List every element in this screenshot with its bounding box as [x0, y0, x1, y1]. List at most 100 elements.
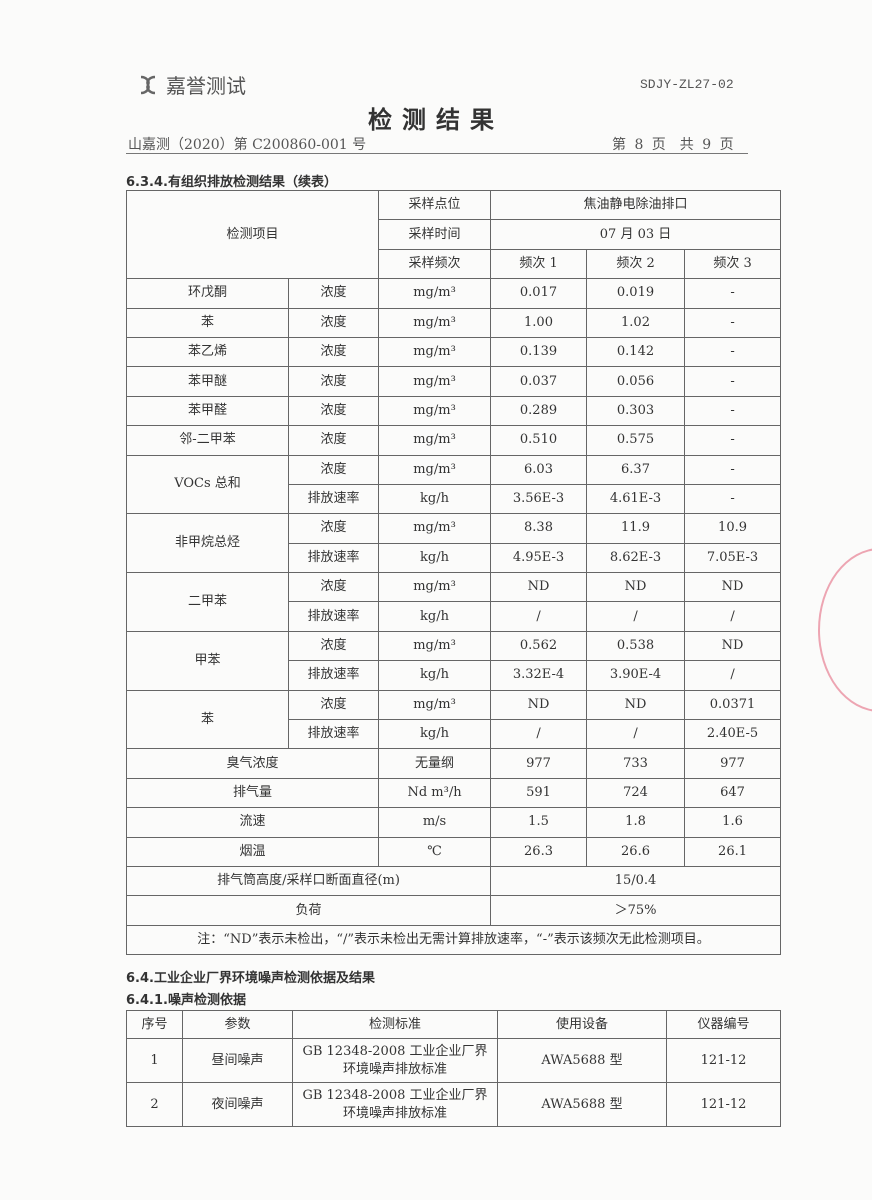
- sampling-point: 焦油静电除油排口: [490, 189, 782, 221]
- value-cell: 11.9: [586, 513, 686, 544]
- unit: mg/m³: [378, 689, 492, 721]
- value-cell: 0.019: [586, 278, 686, 309]
- value-cell: 733: [586, 748, 686, 779]
- freq-1: 频次 1: [490, 248, 588, 280]
- value-cell: -: [684, 454, 782, 485]
- unit: ℃: [378, 836, 492, 867]
- value-cell: 0.142: [586, 336, 686, 368]
- item-name: 臭气浓度: [125, 748, 380, 779]
- table-row: VOCs 总和 浓度 mg/m³ 6.03 6.37-: [126, 454, 782, 515]
- parameter: 浓度: [287, 689, 380, 721]
- table-row: 非甲烷总烃 浓度 mg/m³ 8.38 11.9 10.9: [126, 513, 782, 574]
- unit: kg/h: [378, 719, 492, 750]
- unit: kg/h: [378, 660, 492, 691]
- value-cell: 2.40E-5: [684, 719, 782, 750]
- table-row: 二甲苯 浓度 mg/m³ ND ND ND: [126, 572, 782, 632]
- value-cell: -: [684, 307, 782, 338]
- value-cell: ND: [490, 689, 588, 721]
- report-number: 山嘉测（2020）第 C200860-001 号: [128, 137, 367, 153]
- value-cell: 6.37: [586, 454, 686, 485]
- emission-results-table: 检测项目 采样点位 焦油静电除油排口 采样时间 07 月 03 日 采样频次 频…: [125, 189, 782, 956]
- page-number: 第 8 页 共 9 页: [612, 137, 734, 153]
- value-cell: 4.61E-3: [586, 483, 686, 515]
- value-cell: 8.38: [490, 513, 588, 544]
- column-header: 参数: [182, 1010, 293, 1039]
- value-cell: ND: [490, 572, 588, 603]
- value-cell: 3.56E-3: [490, 483, 588, 515]
- item-name: 二甲苯: [126, 572, 289, 632]
- freq-2: 频次 2: [586, 248, 686, 280]
- value-cell: 6.03: [490, 454, 588, 485]
- value-cell: 1.00: [490, 307, 588, 338]
- unit: mg/m³: [378, 307, 492, 338]
- parameter: 浓度: [287, 513, 380, 544]
- table-row: 环戊酮 浓度 mg/m³ 0.017 0.019-: [126, 278, 782, 309]
- value-cell: 1.6: [684, 807, 782, 838]
- header-rule: [126, 153, 748, 154]
- table-cell: GB 12348-2008 工业企业厂界环境噪声排放标准: [292, 1038, 498, 1083]
- parameter: 浓度: [287, 395, 380, 427]
- unit: mg/m³: [378, 395, 492, 427]
- value-cell: /: [586, 719, 686, 750]
- unit: mg/m³: [378, 278, 492, 309]
- table-note: 注：“ND”表示未检出，“/”表示未检出无需计算排放速率，“-”表示该频次无此检…: [125, 924, 782, 956]
- value-cell: ND: [586, 689, 686, 721]
- section-heading: 6.4.工业企业厂界环境噪声检测依据及结果: [126, 971, 375, 986]
- item-name: 环戊酮: [126, 278, 289, 309]
- section-heading: 6.3.4.有组织排放检测结果（续表）: [126, 175, 337, 190]
- value-cell: ND: [586, 572, 686, 603]
- table-cell: 昼间噪声: [182, 1038, 293, 1083]
- value-cell: -: [684, 336, 782, 368]
- table-row: 烟温 ℃ 26.3 26.6 26.1: [125, 836, 782, 867]
- table-row: 苯乙烯 浓度 mg/m³ 0.139 0.142-: [126, 336, 782, 368]
- table-row: 排放速率 kg/h 4.95E-3 8.62E-3 7.05E-3: [127, 542, 782, 574]
- value-cell: 8.62E-3: [586, 542, 686, 574]
- value-cell: -: [684, 395, 782, 427]
- table-row: 苯甲醛 浓度 mg/m³ 0.289 0.303-: [126, 395, 782, 427]
- table-cell: 2: [126, 1082, 183, 1127]
- value-cell: 0.575: [586, 425, 686, 456]
- value-cell: ND: [684, 572, 782, 603]
- unit: kg/h: [378, 601, 492, 632]
- item-name: 苯: [126, 307, 289, 338]
- value-cell: /: [684, 601, 782, 632]
- parameter: 排放速率: [287, 601, 380, 632]
- note-row: 注：“ND”表示未检出，“/”表示未检出无需计算排放速率，“-”表示该频次无此检…: [125, 924, 782, 956]
- column-header: 检测标准: [292, 1010, 498, 1039]
- unit: mg/m³: [378, 366, 492, 397]
- item-header: 检测项目: [125, 189, 380, 280]
- table-row: 甲苯 浓度 mg/m³ 0.562 0.538 ND: [126, 630, 782, 691]
- column-header: 仪器编号: [666, 1010, 781, 1039]
- value-cell: 0.562: [490, 630, 588, 662]
- unit: mg/m³: [378, 425, 492, 456]
- value-cell: 10.9: [684, 513, 782, 544]
- unit: Nd m³/h: [378, 777, 492, 809]
- value-cell: 0.037: [490, 366, 588, 397]
- parameter: 排放速率: [287, 483, 380, 515]
- column-header: 使用设备: [497, 1010, 667, 1039]
- parameter: 浓度: [287, 572, 380, 603]
- table-row: 臭气浓度 无量纲 977 733 977: [125, 748, 782, 779]
- noise-basis-table: 序号 参数 检测标准 使用设备 仪器编号 1 昼间噪声 GB 12348-2008 工业企业厂…: [126, 1010, 781, 1127]
- time-label: 采样时间: [378, 219, 492, 250]
- table-row: 排放速率 kg/h 3.56E-3 4.61E-3-: [127, 483, 782, 515]
- table-row: 1 昼间噪声 GB 12348-2008 工业企业厂界环境噪声排放标准 AWA5688…: [126, 1038, 781, 1083]
- table-cell: AWA5688 型: [497, 1038, 667, 1083]
- table-cell: GB 12348-2008 工业企业厂界环境噪声排放标准: [292, 1082, 498, 1127]
- value-cell: 591: [490, 777, 588, 809]
- table-row: 排气量 Nd m³/h 591 724 647: [125, 777, 782, 809]
- parameter: 浓度: [287, 307, 380, 338]
- value-cell: ND: [684, 630, 782, 662]
- item-name: 流速: [125, 807, 380, 838]
- item-name: 邻-二甲苯: [126, 425, 289, 456]
- logo-text: 嘉誉测试: [166, 74, 246, 98]
- red-seal-stamp: [818, 548, 872, 712]
- value-cell: 977: [684, 748, 782, 779]
- table-cell: 1: [126, 1038, 183, 1083]
- item-name: VOCs 总和: [126, 454, 289, 515]
- unit: mg/m³: [378, 336, 492, 368]
- stack-row: 排气筒高度/采样口断面直径(m) 15/0.4: [125, 865, 782, 897]
- parameter: 排放速率: [287, 542, 380, 574]
- item-name: 排气量: [125, 777, 380, 809]
- table-row: 排放速率 kg/h / / /: [127, 601, 782, 632]
